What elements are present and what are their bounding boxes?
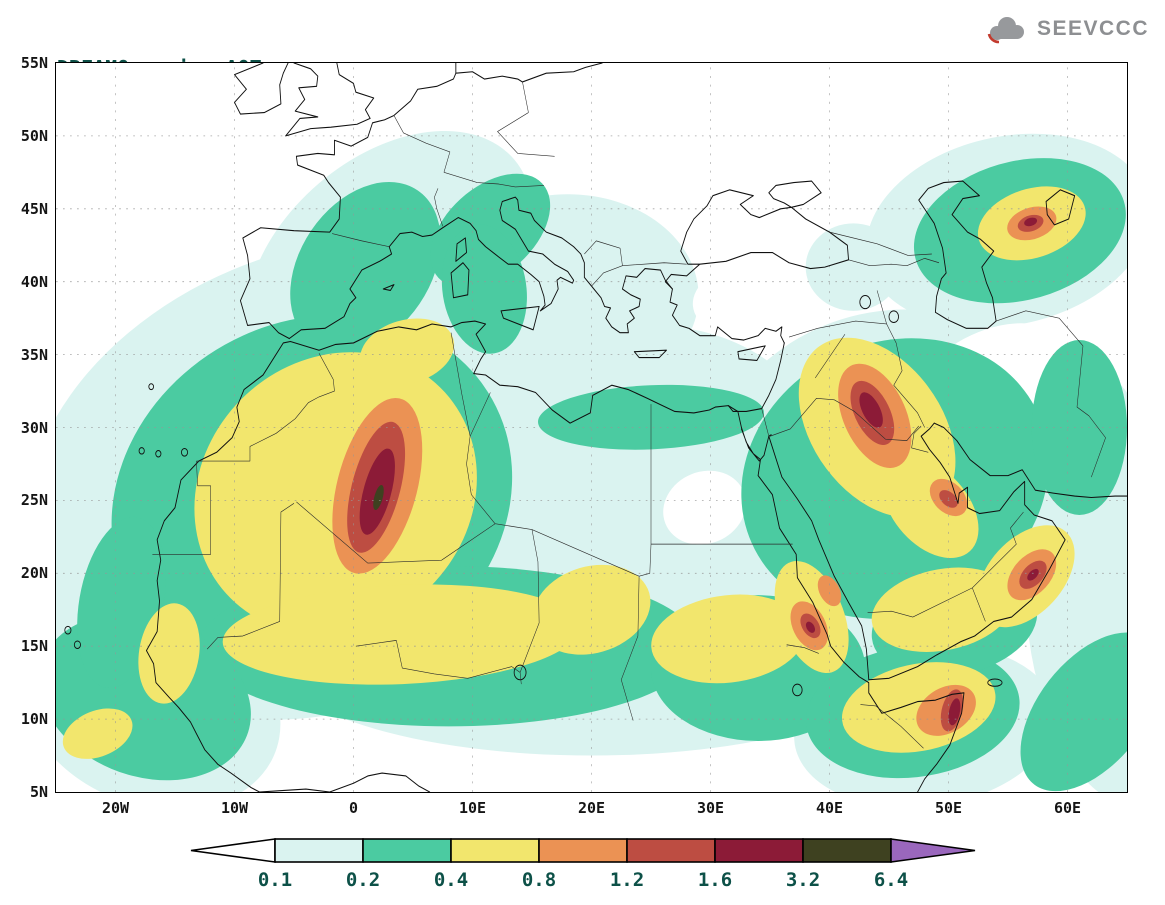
colorbar: 0.1 0.2 0.4 0.8 1.2 1.6 3.2 6.4 <box>189 836 977 898</box>
aot-contour-fills <box>56 131 1127 792</box>
lon-tick-label: 40E <box>815 799 844 817</box>
lat-tick-label: 20N <box>20 564 48 583</box>
colorbar-tick-label: 1.2 <box>609 869 643 891</box>
colorbar-segment <box>449 838 540 863</box>
lon-tick-label: 30E <box>696 799 725 817</box>
colorbar-tick-label: 3.2 <box>785 869 819 891</box>
seevccc-logo: SEEVCCC <box>984 14 1149 44</box>
aot-level-3p2 <box>373 484 384 511</box>
lat-tick-label: 30N <box>20 418 48 437</box>
lat-tick-label: 25N <box>20 491 48 510</box>
lon-tick-label: 60E <box>1053 799 1082 817</box>
colorbar-tick-label: 6.4 <box>873 869 907 891</box>
lon-tick-label: 0 <box>348 799 359 817</box>
logo-swoosh <box>987 33 1000 44</box>
lon-tick-label: 20E <box>577 799 606 817</box>
lon-tick-label: 20W <box>101 799 130 817</box>
colorbar-segment <box>537 838 628 863</box>
lon-tick-label: 10W <box>220 799 249 817</box>
lat-tick-label: 40N <box>20 272 48 291</box>
colorbar-segment <box>713 838 804 863</box>
lon-tick-label: 10E <box>458 799 487 817</box>
lat-tick-label: 50N <box>20 126 48 145</box>
colorbar-tick-label: 0.4 <box>433 869 467 891</box>
cloud-icon <box>987 17 1024 44</box>
logo-text: SEEVCCC <box>1036 17 1149 40</box>
lat-tick-label: 5N <box>29 783 48 801</box>
lat-tick-label: 45N <box>20 199 48 218</box>
lon-tick-label: 50E <box>934 799 963 817</box>
colorbar-tick-label: 0.8 <box>521 869 555 891</box>
colorbar-segment <box>273 838 364 863</box>
country-borders <box>152 81 1106 749</box>
colorbar-segment <box>801 838 892 863</box>
colorbar-underflow-arrow <box>190 838 276 863</box>
lat-tick-label: 35N <box>20 345 48 364</box>
colorbar-tick-label: 0.1 <box>257 869 291 891</box>
colorbar-scale: 0.1 0.2 0.4 0.8 1.2 1.6 3.2 6.4 <box>190 838 975 891</box>
colorbar-tick-label: 1.6 <box>697 869 731 891</box>
coastlines <box>64 63 1127 792</box>
lat-tick-label: 15N <box>20 637 48 656</box>
map-panel: 55N 50N 45N 40N 35N 30N 25N 20N 15N 10N 5N 20W 10W 0 1… <box>21 54 1128 817</box>
colorbar-tick-label: 0.2 <box>345 869 379 891</box>
lat-tick-label: 10N <box>20 710 48 729</box>
aot-contour-map <box>56 63 1127 792</box>
colorbar-segment <box>361 838 452 863</box>
colorbar-overflow-arrow <box>889 838 975 863</box>
colorbar-segment <box>625 838 716 863</box>
grid-lines <box>56 63 1127 792</box>
lat-tick-label: 55N <box>20 54 48 72</box>
